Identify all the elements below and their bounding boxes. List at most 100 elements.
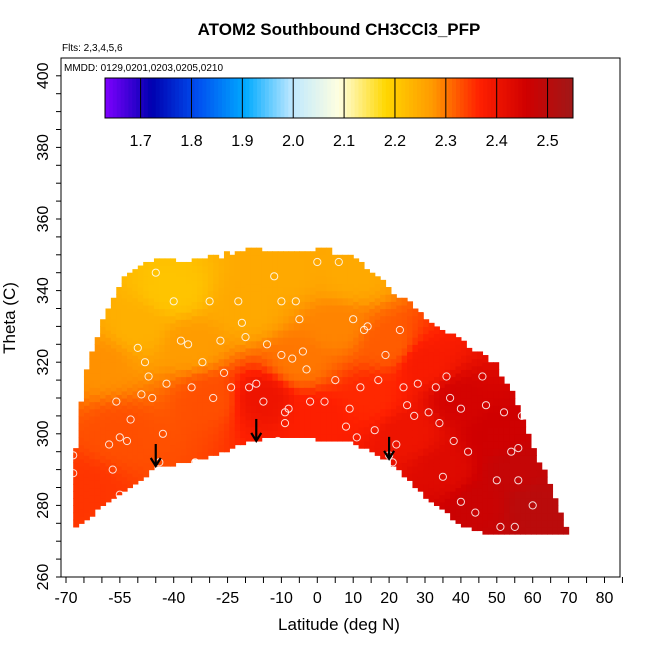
heatmap-cell bbox=[159, 294, 166, 302]
heatmap-cell bbox=[159, 415, 166, 424]
heatmap-cell bbox=[153, 401, 160, 410]
heatmap-cell bbox=[466, 419, 473, 428]
heatmap-cell bbox=[267, 272, 274, 281]
heatmap-cell bbox=[127, 365, 134, 374]
heatmap-cell bbox=[541, 491, 548, 499]
heatmap-cell bbox=[245, 347, 252, 356]
heatmap-cell bbox=[503, 398, 510, 406]
heatmap-cell bbox=[444, 347, 451, 356]
heatmap-cell bbox=[202, 401, 209, 410]
heatmap-cell bbox=[116, 466, 123, 474]
heatmap-cell bbox=[493, 362, 500, 370]
heatmap-cell bbox=[261, 322, 268, 331]
heatmap-cell bbox=[197, 444, 204, 453]
heatmap-cell bbox=[121, 383, 128, 392]
heatmap-cell bbox=[267, 430, 274, 438]
sample-point bbox=[284, 404, 293, 413]
heatmap-cell bbox=[153, 430, 160, 438]
heatmap-cell bbox=[509, 440, 516, 449]
heatmap-cell bbox=[541, 519, 548, 528]
sample-point bbox=[503, 354, 512, 363]
heatmap-cell bbox=[326, 376, 333, 385]
heatmap-cell bbox=[310, 394, 317, 403]
heatmap-cell bbox=[116, 408, 123, 417]
sample-point bbox=[133, 343, 142, 352]
heatmap-cell bbox=[267, 301, 274, 310]
sample-point bbox=[471, 508, 480, 517]
heatmap-cell bbox=[283, 408, 290, 417]
heatmap-cell bbox=[153, 279, 160, 288]
heatmap-cell bbox=[164, 423, 171, 431]
heatmap-cell bbox=[509, 419, 516, 428]
heatmap-cell bbox=[380, 329, 387, 338]
heatmap-cell bbox=[186, 269, 193, 277]
heatmap-cell bbox=[148, 319, 155, 327]
heatmap-cell bbox=[374, 319, 381, 327]
heatmap-cell bbox=[240, 308, 247, 317]
heatmap-cell bbox=[503, 405, 510, 413]
heatmap-cell bbox=[94, 380, 101, 388]
heatmap-cell bbox=[89, 408, 96, 417]
colorbar-segment bbox=[280, 78, 285, 118]
heatmap-cell bbox=[444, 340, 451, 349]
heatmap-cell bbox=[358, 297, 365, 306]
heatmap-cell bbox=[89, 415, 96, 424]
colorbar-segment bbox=[229, 78, 235, 118]
heatmap-cell bbox=[342, 412, 349, 421]
heatmap-cell bbox=[110, 426, 117, 435]
heatmap-cell bbox=[283, 365, 290, 374]
y-tick-label: 340 bbox=[35, 277, 52, 304]
heatmap-cell bbox=[320, 319, 327, 327]
heatmap-cell bbox=[401, 455, 408, 464]
heatmap-cell bbox=[127, 272, 134, 281]
heatmap-cell bbox=[159, 301, 166, 310]
heatmap-cell bbox=[439, 401, 446, 410]
heatmap-cell bbox=[428, 387, 435, 396]
heatmap-cell bbox=[159, 437, 166, 446]
heatmap-cell bbox=[121, 283, 128, 292]
sample-point bbox=[420, 304, 430, 313]
heatmap-cell bbox=[170, 344, 177, 353]
heatmap-cell bbox=[240, 272, 247, 281]
heatmap-cell bbox=[374, 326, 381, 335]
heatmap-cell bbox=[293, 265, 300, 274]
heatmap-cell bbox=[240, 351, 247, 360]
heatmap-cell bbox=[288, 430, 295, 438]
heatmap-cell bbox=[326, 247, 333, 256]
heatmap-cell bbox=[390, 365, 397, 374]
heatmap-cell bbox=[385, 294, 392, 302]
heatmap-cell bbox=[234, 380, 241, 388]
heatmap-cell bbox=[503, 526, 510, 535]
heatmap-cell bbox=[363, 369, 370, 378]
heatmap-cell bbox=[213, 269, 220, 277]
heatmap-cell bbox=[304, 315, 311, 324]
heatmap-cell bbox=[202, 294, 209, 302]
heatmap-cell bbox=[407, 473, 414, 481]
heatmap-cell bbox=[191, 258, 198, 267]
heatmap-cell bbox=[137, 458, 144, 467]
colorbar-segment bbox=[272, 78, 278, 118]
heatmap-cell bbox=[213, 355, 220, 363]
heatmap-cell bbox=[358, 369, 365, 378]
heatmap-cell bbox=[477, 516, 484, 524]
heatmap-cell bbox=[94, 351, 101, 360]
heatmap-cell bbox=[439, 451, 446, 460]
heatmap-cell bbox=[159, 387, 166, 396]
sample-point bbox=[435, 419, 444, 428]
heatmap-cell bbox=[73, 498, 80, 506]
heatmap-cell bbox=[498, 476, 505, 485]
heatmap-cell bbox=[374, 412, 381, 421]
heatmap-cell bbox=[127, 415, 134, 424]
heatmap-cell bbox=[423, 319, 430, 327]
heatmap-cell bbox=[148, 462, 155, 471]
heatmap-cell bbox=[159, 315, 166, 324]
heatmap-cell bbox=[450, 398, 457, 406]
heatmap-cell bbox=[127, 308, 134, 317]
heatmap-cell bbox=[159, 394, 166, 403]
heatmap-cell bbox=[100, 340, 107, 349]
heatmap-cell bbox=[433, 462, 440, 471]
heatmap-cell bbox=[493, 469, 500, 478]
heatmap-cell bbox=[536, 491, 543, 499]
colorbar-segment bbox=[549, 78, 554, 118]
heatmap-cell bbox=[541, 512, 548, 521]
